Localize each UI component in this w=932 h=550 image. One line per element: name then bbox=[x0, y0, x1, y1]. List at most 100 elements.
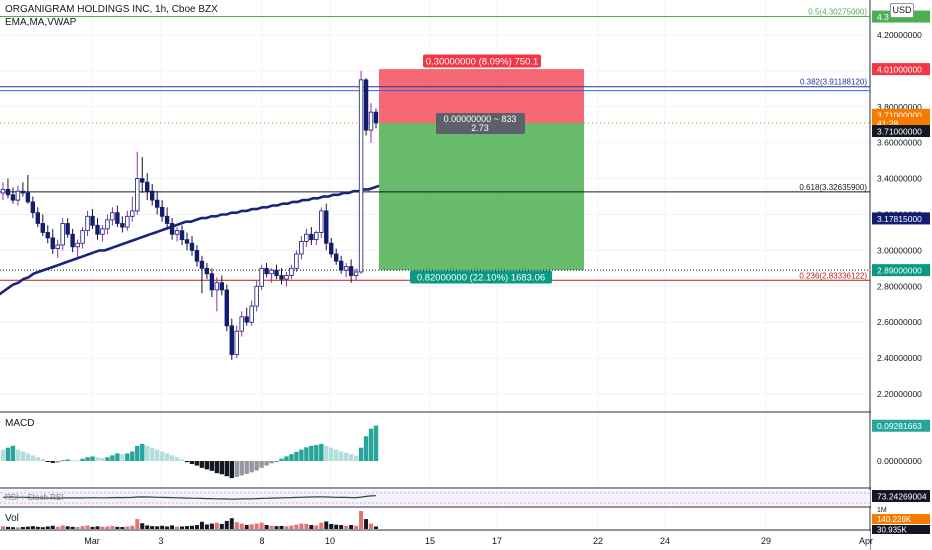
macd-bar bbox=[184, 461, 190, 463]
macd-bar bbox=[80, 458, 85, 461]
candle-body bbox=[224, 289, 229, 327]
volume-bar bbox=[10, 527, 15, 529]
candle-body bbox=[125, 215, 130, 228]
volume-bar bbox=[254, 523, 259, 529]
macd-bar bbox=[75, 460, 80, 462]
volume-bar bbox=[259, 522, 264, 529]
volume-bar bbox=[125, 526, 130, 529]
macd-bar bbox=[239, 461, 244, 476]
time-axis-label: 8 bbox=[259, 536, 264, 546]
volume-bar bbox=[65, 526, 70, 529]
candle-body bbox=[15, 190, 21, 201]
candle-body bbox=[169, 223, 175, 235]
candle-body bbox=[70, 233, 75, 248]
volume-bar bbox=[234, 522, 239, 529]
macd-bar bbox=[319, 443, 324, 461]
currency-badge[interactable]: USD bbox=[890, 3, 914, 18]
price-badge: 3.71000000 bbox=[877, 110, 922, 120]
macd-bar bbox=[189, 461, 195, 465]
volume-bar bbox=[284, 526, 289, 529]
candle-body bbox=[25, 192, 31, 203]
fib-label: 0.236(2.83336122) bbox=[799, 271, 867, 280]
candle-body bbox=[259, 267, 264, 287]
candle-body bbox=[45, 232, 50, 239]
candle-body bbox=[368, 111, 374, 131]
candle-body bbox=[334, 253, 339, 262]
candle-body bbox=[363, 79, 369, 131]
candle-body bbox=[324, 210, 329, 244]
volume-bar bbox=[75, 527, 80, 529]
volume-bar bbox=[229, 518, 234, 529]
candle-body bbox=[269, 269, 274, 275]
time-axis-label: 3 bbox=[158, 536, 163, 546]
volume-bar bbox=[55, 526, 60, 529]
volume-bar bbox=[50, 525, 55, 529]
candle-body bbox=[130, 210, 135, 217]
candle-body bbox=[35, 212, 41, 224]
candle-body bbox=[174, 230, 180, 235]
candle-body bbox=[373, 111, 379, 124]
candle-body bbox=[164, 215, 170, 224]
volume-bar bbox=[189, 525, 194, 529]
volume-pane-label: Vol bbox=[5, 513, 19, 524]
macd-bar bbox=[105, 457, 110, 461]
macd-bar bbox=[279, 458, 284, 461]
macd-bar bbox=[254, 461, 259, 471]
price-badge: 2.89000000 bbox=[877, 266, 922, 276]
macd-bar bbox=[40, 459, 45, 461]
volume-bar bbox=[359, 511, 364, 529]
vol-badge-bg bbox=[872, 514, 930, 524]
volume-bar bbox=[329, 523, 334, 529]
volume-bar bbox=[70, 526, 75, 529]
candle-body bbox=[55, 244, 60, 250]
candle-body bbox=[249, 305, 254, 323]
macd-bar bbox=[368, 428, 374, 461]
volume-bar bbox=[289, 525, 294, 529]
macd-bar bbox=[324, 445, 329, 461]
time-axis-bg bbox=[0, 531, 870, 550]
macd-bar bbox=[65, 459, 70, 461]
volume-bar bbox=[279, 525, 284, 529]
time-axis-label: Apr bbox=[859, 536, 873, 546]
macd-bar bbox=[20, 451, 26, 461]
candle-body bbox=[184, 239, 190, 244]
rsi-band bbox=[0, 490, 870, 506]
candle-body bbox=[90, 215, 95, 226]
volume-bar bbox=[180, 526, 185, 529]
price-axis-label: 2.40000000 bbox=[877, 353, 922, 363]
volume-bar bbox=[40, 527, 45, 529]
macd-bar bbox=[194, 461, 200, 466]
candle-body bbox=[179, 230, 185, 241]
macd-bar bbox=[363, 436, 369, 461]
volume-bar bbox=[85, 525, 90, 529]
candle-body bbox=[314, 232, 319, 241]
macd-bar bbox=[15, 449, 21, 461]
macd-bar bbox=[314, 445, 319, 461]
price-badge-bg bbox=[872, 63, 930, 76]
time-axis-label: 17 bbox=[492, 536, 502, 546]
macd-bar bbox=[85, 457, 90, 461]
stop-zone bbox=[379, 122, 584, 271]
volume-bar bbox=[344, 525, 349, 529]
candle-body bbox=[10, 194, 16, 201]
volume-bar bbox=[25, 526, 30, 529]
candle-body bbox=[204, 267, 210, 275]
volume-bar bbox=[369, 523, 374, 529]
candle-body bbox=[289, 267, 294, 276]
candle-body bbox=[154, 199, 160, 208]
indicator-legend: EMA,MA,VWAP bbox=[5, 17, 77, 28]
volume-bar bbox=[35, 526, 40, 529]
volume-bar bbox=[30, 526, 35, 529]
candle-body bbox=[60, 223, 65, 246]
macd-axis-label: 0.00000000 bbox=[877, 456, 922, 466]
volume-bar bbox=[374, 526, 378, 529]
volume-bar bbox=[45, 526, 50, 529]
volume-bar bbox=[150, 526, 155, 529]
volume-bar bbox=[105, 526, 110, 529]
price-axis-label: 2.20000000 bbox=[877, 389, 922, 399]
candle-body bbox=[110, 212, 115, 221]
volume-bar bbox=[224, 520, 229, 529]
vol-badge2: 30.935K bbox=[877, 526, 907, 535]
vol-badge2-bg bbox=[872, 525, 930, 534]
